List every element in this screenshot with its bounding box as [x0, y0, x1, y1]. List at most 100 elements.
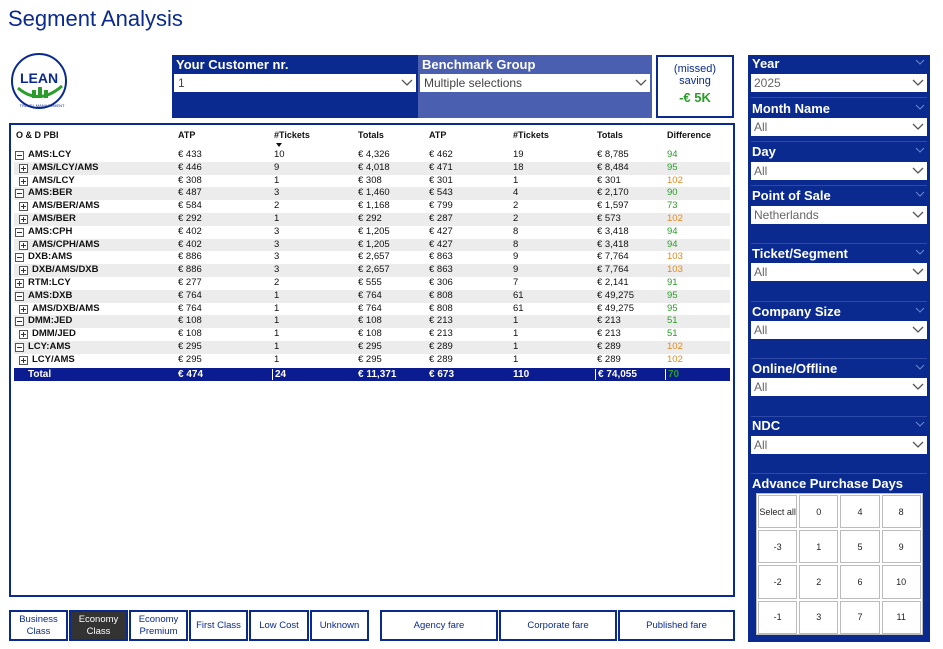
table-row[interactable]: DMM:JED € 108 1 € 108 € 213 1 € 213 51 — [14, 315, 730, 329]
table-row[interactable]: LCY:AMS € 295 1 € 295 € 289 1 € 289 102 — [14, 340, 730, 354]
apd-option[interactable]: -2 — [758, 565, 798, 599]
col-totals-customer[interactable]: Totals — [358, 130, 384, 140]
slicer-menu-icon[interactable] — [915, 104, 925, 110]
apd-option[interactable]: 2 — [799, 565, 839, 599]
class-button-economy[interactable]: Economy Class — [69, 610, 128, 641]
col-tickets-customer[interactable]: #Tickets — [274, 130, 310, 140]
class-button-first[interactable]: First Class — [189, 610, 248, 641]
day-select[interactable]: All — [751, 162, 927, 180]
expand-icon[interactable] — [19, 355, 28, 365]
apd-option[interactable]: Select all — [758, 495, 798, 529]
class-button-low-cost[interactable]: Low Cost — [249, 610, 309, 641]
slicer-menu-icon[interactable] — [915, 191, 925, 197]
slicer-menu-icon[interactable] — [915, 307, 925, 313]
apd-option[interactable]: -1 — [758, 600, 798, 634]
collapse-icon[interactable] — [15, 342, 24, 352]
cell-t2: 2 — [513, 212, 519, 224]
col-difference[interactable]: Difference — [667, 130, 712, 140]
ndc-select[interactable]: All — [751, 436, 927, 454]
collapse-icon[interactable] — [15, 291, 24, 301]
fare-button-published[interactable]: Published fare — [618, 610, 735, 641]
cell-t1: 10 — [274, 149, 285, 160]
apd-option[interactable]: -3 — [758, 530, 798, 564]
apd-option[interactable]: 8 — [881, 495, 921, 529]
apd-option[interactable]: 3 — [799, 600, 839, 634]
cell-atp1: € 584 — [178, 200, 202, 212]
expand-icon[interactable] — [15, 278, 24, 288]
col-totals-benchmark[interactable]: Totals — [597, 130, 623, 140]
table-row[interactable]: AMS/LCY/AMS € 446 9 € 4,018 € 471 18 € 8,484 95 — [14, 161, 730, 175]
slicer-menu-icon[interactable] — [915, 147, 925, 153]
table-row[interactable]: AMS/LCY € 308 1 € 308 € 301 1 € 301 102 — [14, 175, 730, 188]
table-row[interactable]: DXB:AMS € 886 3 € 2,657 € 863 9 € 7,764 103 — [14, 251, 730, 264]
cell-diff: 95 — [667, 302, 678, 314]
slicer-menu-icon[interactable] — [915, 59, 925, 65]
slicer-menu-icon[interactable] — [915, 364, 925, 370]
pos-select[interactable]: Netherlands — [751, 206, 927, 224]
cell-tot1: € 292 — [358, 212, 382, 224]
col-od[interactable]: O & D PBI — [16, 130, 59, 140]
apd-option[interactable]: 0 — [799, 495, 839, 529]
class-button-economy-premium[interactable]: Economy Premium — [129, 610, 188, 641]
benchmark-label: Benchmark Group — [422, 57, 536, 72]
slicer-menu-icon[interactable] — [915, 249, 925, 255]
fare-button-agency[interactable]: Agency fare — [380, 610, 498, 641]
col-atp-benchmark[interactable]: ATP — [429, 130, 447, 140]
expand-icon[interactable] — [19, 202, 28, 212]
col-atp-customer[interactable]: ATP — [178, 130, 196, 140]
class-button-business[interactable]: Business Class — [9, 610, 68, 641]
cell-tot1: € 308 — [358, 174, 382, 186]
total-row: Total € 474 24 € 11,371 € 673 110 € 74,0… — [14, 368, 730, 381]
cell-atp2: € 289 — [429, 340, 453, 352]
apd-option[interactable]: 9 — [881, 530, 921, 564]
expand-icon[interactable] — [19, 163, 28, 173]
expand-icon[interactable] — [19, 330, 28, 340]
collapse-icon[interactable] — [15, 151, 24, 160]
table-row[interactable]: AMS:CPH € 402 3 € 1,205 € 427 8 € 3,418 94 — [14, 226, 730, 239]
table-row[interactable]: AMS/CPH/AMS € 402 3 € 1,205 € 427 8 € 3,418 94 — [14, 238, 730, 252]
table-row[interactable]: AMS/BER € 292 1 € 292 € 287 2 € 573 102 — [14, 212, 730, 226]
company-select[interactable]: All — [751, 321, 927, 339]
fare-button-corporate[interactable]: Corporate fare — [499, 610, 617, 641]
expand-icon[interactable] — [19, 214, 28, 224]
collapse-icon[interactable] — [15, 317, 24, 327]
table-row[interactable]: AMS:BER € 487 3 € 1,460 € 543 4 € 2,170 90 — [14, 187, 730, 201]
table-row[interactable]: AMS/BER/AMS € 584 2 € 1,168 € 799 2 € 1,597 73 — [14, 200, 730, 213]
apd-option[interactable]: 4 — [840, 495, 880, 529]
table-row[interactable]: AMS/DXB/AMS € 764 1 € 764 € 808 61 € 49,275 95 — [14, 303, 730, 316]
apd-option[interactable]: 5 — [840, 530, 880, 564]
year-select[interactable]: 2025 — [751, 74, 927, 92]
total-totals-benchmark: € 74,055 — [598, 369, 637, 380]
slicer-menu-icon[interactable] — [915, 421, 925, 427]
cell-atp1: € 108 — [178, 315, 202, 327]
cell-t1: 1 — [274, 328, 280, 340]
apd-option[interactable]: 6 — [840, 565, 880, 599]
collapse-icon[interactable] — [15, 227, 24, 237]
table-row[interactable]: DXB/AMS/DXB € 886 3 € 2,657 € 863 9 € 7,764 103 — [14, 264, 730, 277]
table-row[interactable]: RTM:LCY € 277 2 € 555 € 306 7 € 2,141 91 — [14, 277, 730, 290]
table-row[interactable]: AMS:LCY € 433 10 € 4,326 € 462 19 € 8,785 94 — [14, 149, 730, 162]
table-row[interactable]: DMM/JED € 108 1 € 108 € 213 1 € 213 51 — [14, 328, 730, 341]
collapse-icon[interactable] — [15, 189, 24, 199]
month-select[interactable]: All — [751, 118, 927, 136]
ticket-select[interactable]: All — [751, 263, 927, 281]
collapse-icon[interactable] — [15, 253, 24, 263]
table-row[interactable]: AMS:DXB € 764 1 € 764 € 808 61 € 49,275 95 — [14, 289, 730, 303]
chevron-down-icon — [635, 79, 647, 86]
apd-option[interactable]: 11 — [881, 600, 921, 634]
expand-icon[interactable] — [19, 176, 28, 186]
benchmark-select[interactable]: Multiple selections — [420, 74, 650, 92]
apd-option[interactable]: 1 — [799, 530, 839, 564]
online-select[interactable]: All — [751, 378, 927, 396]
col-tickets-benchmark[interactable]: #Tickets — [513, 130, 549, 140]
table-row[interactable]: LCY/AMS € 295 1 € 295 € 289 1 € 289 102 — [14, 354, 730, 367]
customer-select[interactable]: 1 — [174, 74, 416, 92]
expand-icon[interactable] — [19, 266, 28, 276]
class-button-unknown[interactable]: Unknown — [310, 610, 369, 641]
apd-option[interactable]: 10 — [881, 565, 921, 599]
cell-t2: 1 — [513, 353, 519, 365]
expand-icon[interactable] — [19, 304, 28, 314]
apd-option[interactable]: 7 — [840, 600, 880, 634]
expand-icon[interactable] — [19, 240, 28, 250]
cell-tot2: € 2,170 — [597, 187, 629, 199]
